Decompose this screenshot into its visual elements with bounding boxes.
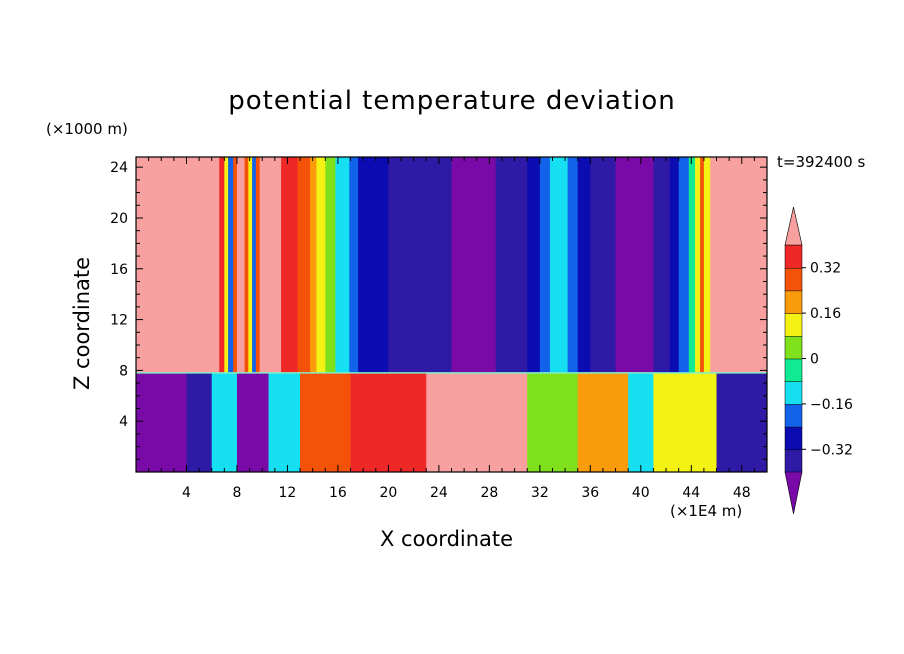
x-tick-label: 16 — [329, 485, 347, 501]
upper-field-column — [678, 157, 690, 373]
colorbar-segment — [784, 312, 803, 337]
lower-field-column — [628, 372, 654, 472]
colorbar-tick-label: 0.32 — [810, 261, 841, 277]
upper-field-column — [325, 157, 336, 373]
lower-field-column — [350, 372, 427, 472]
upper-field-column — [335, 157, 350, 373]
upper-field-column — [219, 157, 225, 373]
upper-field-column — [653, 157, 671, 373]
colorbar-segment — [784, 426, 803, 451]
upper-field-column — [224, 157, 229, 373]
chart-title: potential temperature deviation — [228, 86, 676, 116]
upper-field-column — [233, 157, 238, 373]
x-axis-unit: (×1E4 m) — [670, 502, 743, 520]
upper-field-column — [236, 157, 246, 373]
upper-field-column — [703, 157, 711, 373]
lower-field-column — [716, 372, 768, 472]
lower-field-column — [268, 372, 301, 472]
y-tick-label: 8 — [119, 363, 128, 379]
time-label: t=392400 s — [777, 153, 866, 171]
upper-field-column — [413, 157, 452, 373]
upper-field-column — [577, 157, 591, 373]
upper-field-column — [281, 157, 299, 373]
lower-field-column — [426, 372, 528, 472]
upper-field-column — [388, 157, 415, 373]
upper-field-column — [549, 157, 569, 373]
colorbar-tick-label: −0.32 — [810, 442, 853, 458]
upper-field-column — [136, 157, 220, 373]
lower-field-column — [653, 372, 718, 472]
upper-field-column — [710, 157, 768, 373]
colorbar-segment — [784, 290, 803, 314]
upper-field-column — [700, 157, 705, 373]
lower-field-column — [577, 372, 629, 472]
upper-field-column — [669, 157, 680, 373]
lower-field-column — [186, 372, 213, 472]
upper-field-column — [615, 157, 654, 373]
x-tick-label: 8 — [232, 485, 241, 501]
x-tick-label: 36 — [581, 485, 599, 501]
upper-field-column — [310, 157, 317, 373]
upper-field-column — [527, 157, 541, 373]
colorbar-segment — [784, 267, 803, 292]
upper-field-column — [316, 157, 326, 373]
colorbar-segment — [784, 403, 803, 428]
upper-field-column — [228, 157, 234, 373]
colorbar-segment — [784, 380, 803, 405]
x-tick-label: 40 — [632, 485, 650, 501]
upper-field-column — [259, 157, 282, 373]
lower-field-column — [211, 372, 238, 472]
x-tick-label: 48 — [733, 485, 751, 501]
upper-field-column — [451, 157, 497, 373]
y-tick-label: 4 — [119, 414, 128, 430]
colorbar-max-extension — [784, 206, 803, 246]
colorbar-segment — [784, 244, 803, 269]
x-tick-label: 20 — [379, 485, 397, 501]
upper-field-column — [590, 157, 617, 373]
upper-field-column — [297, 157, 311, 373]
lower-field-column — [300, 372, 352, 472]
upper-field-column — [252, 157, 257, 373]
upper-field-column — [248, 157, 253, 373]
x-axis-title: X coordinate — [380, 527, 514, 551]
x-tick-label: 28 — [480, 485, 498, 501]
lower-field-column — [527, 372, 579, 472]
lower-field-column — [136, 372, 187, 472]
upper-field-column — [539, 157, 551, 373]
x-tick-label: 32 — [531, 485, 549, 501]
upper-field-column — [695, 157, 701, 373]
colorbar-tick-label: −0.16 — [810, 397, 853, 413]
upper-field-column — [567, 157, 579, 373]
z-axis-unit: (×1000 m) — [46, 120, 128, 138]
upper-field-column — [255, 157, 261, 373]
x-tick-label: 12 — [279, 485, 297, 501]
y-tick-label: 16 — [110, 262, 128, 278]
upper-field-column — [244, 157, 249, 373]
x-tick-label: 24 — [430, 485, 448, 501]
colorbar-segment — [784, 358, 803, 382]
upper-field-column — [349, 157, 359, 373]
y-tick-label: 20 — [110, 211, 128, 227]
x-tick-label: 4 — [182, 485, 191, 501]
colorbar-segment — [784, 335, 803, 360]
colorbar-tick-label: 0 — [810, 352, 819, 368]
x-tick-label: 44 — [682, 485, 700, 501]
upper-field-column — [495, 157, 528, 373]
upper-field-column — [688, 157, 696, 373]
y-tick-label: 12 — [110, 313, 128, 329]
colorbar-tick-label: 0.16 — [810, 306, 841, 322]
lower-field-column — [236, 372, 270, 472]
upper-field-column — [358, 157, 389, 373]
colorbar-segment — [784, 449, 803, 473]
y-tick-label: 24 — [110, 160, 128, 176]
colorbar-min-extension — [784, 471, 803, 515]
colorbar: 0.32 0.16 0 −0.16 −0.32 — [784, 206, 853, 515]
contour-field — [136, 157, 768, 472]
